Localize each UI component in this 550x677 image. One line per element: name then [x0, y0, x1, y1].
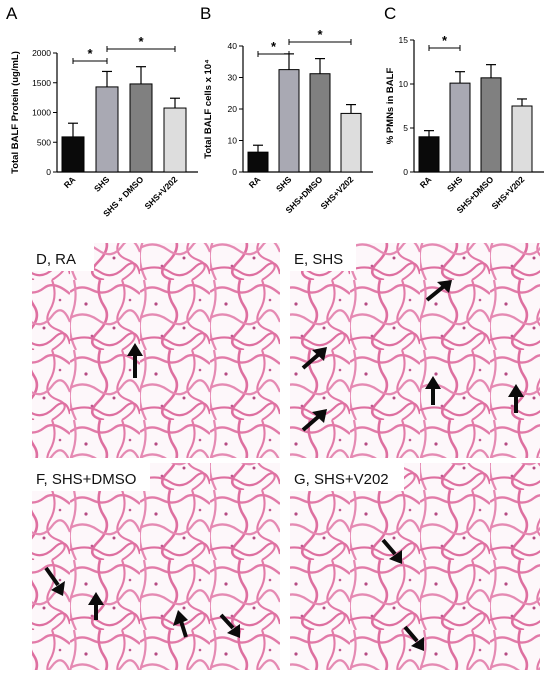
- bar: [278, 69, 300, 173]
- micrograph-e: E, SHS: [290, 243, 540, 458]
- micrograph-f: F, SHS+DMSO: [32, 463, 280, 670]
- y-tick-label: 15: [399, 35, 409, 45]
- micrograph-g: G, SHS+V202: [290, 463, 540, 670]
- arrow-icon: [301, 409, 327, 432]
- bar: [480, 77, 502, 173]
- y-tick-label: 2000: [32, 48, 51, 58]
- y-tick-label: 30: [228, 73, 238, 83]
- x-tick-label: RA: [418, 174, 434, 190]
- y-tick-label: 10: [399, 79, 409, 89]
- arrow-icon: [173, 610, 188, 638]
- y-tick-label: 500: [37, 137, 51, 147]
- micrograph-d: D, RA: [32, 243, 280, 458]
- micrograph-f-label: F, SHS+DMSO: [36, 471, 136, 488]
- arrow-icon: [403, 625, 424, 651]
- micrograph-f-image: [32, 463, 280, 670]
- x-tick-label: SHS: [274, 174, 294, 194]
- micrograph-d-label-bg: [32, 243, 94, 271]
- bar: [511, 105, 533, 173]
- bar: [340, 112, 362, 173]
- micrograph-d-label: D, RA: [36, 251, 76, 268]
- y-tick-label: 0: [403, 167, 408, 177]
- micrograph-d-image: [32, 243, 280, 458]
- arrow-icon: [301, 347, 327, 370]
- x-tick-label: SHS: [92, 174, 112, 194]
- arrow-icon: [425, 376, 441, 405]
- y-axis-label: Total BALF cells x 10⁴: [203, 59, 214, 159]
- y-tick-label: 0: [232, 167, 237, 177]
- x-tick-label: SHS+V202: [142, 174, 179, 211]
- micrograph-f-label-bg: [32, 463, 150, 491]
- y-tick-label: 1000: [32, 108, 51, 118]
- micrograph-e-label-bg: [290, 243, 356, 271]
- panel-b-letter: B: [200, 4, 211, 23]
- x-tick-label: SHS+V202: [318, 174, 355, 211]
- chart-a: 0 500 1000 1500 2000 Total BALF Protein (ug/m…: [10, 34, 198, 219]
- bar: [129, 83, 153, 173]
- bar: [163, 107, 187, 173]
- y-tick-label: 0: [46, 167, 51, 177]
- chart-b: 0 10 20 30 40 Total BALF cells x 10⁴ RA SHS SHS+…: [203, 27, 373, 215]
- y-axis-label: % PMNs in BALF: [385, 68, 396, 145]
- micrograph-e-image: [290, 243, 540, 458]
- arrow-icon: [381, 538, 402, 564]
- micrograph-e-label: E, SHS: [294, 251, 343, 268]
- y-axis-label: Total BALF Protein (ug/mL): [10, 51, 21, 174]
- arrow-icon: [127, 343, 143, 378]
- y-tick-label: 40: [228, 41, 238, 51]
- significance-star: *: [317, 27, 323, 42]
- panel-a-letter: A: [6, 4, 18, 23]
- arrow-icon: [425, 280, 452, 302]
- panel-c-letter: C: [384, 4, 396, 23]
- x-tick-label: RA: [247, 174, 263, 190]
- x-tick-label: SHS: [445, 174, 465, 194]
- y-tick-label: 20: [228, 104, 238, 114]
- arrow-icon: [508, 384, 524, 413]
- bar: [449, 82, 471, 173]
- bar: [61, 136, 85, 173]
- micrograph-g-image: [290, 463, 540, 670]
- bar: [418, 136, 440, 173]
- x-tick-label: SHS+V202: [489, 174, 526, 211]
- arrow-icon: [88, 592, 104, 620]
- micrograph-g-label: G, SHS+V202: [294, 471, 389, 488]
- arrow-icon: [219, 613, 240, 638]
- y-tick-label: 10: [228, 136, 238, 146]
- y-tick-label: 1500: [32, 78, 51, 88]
- bar: [247, 151, 269, 173]
- micrograph-g-label-bg: [290, 463, 404, 491]
- significance-star: *: [138, 34, 144, 49]
- significance-star: *: [271, 39, 277, 54]
- y-tick-label: 5: [403, 123, 408, 133]
- significance-star: *: [87, 46, 93, 61]
- bar: [95, 86, 119, 173]
- arrow-icon: [44, 566, 65, 596]
- bar: [309, 73, 331, 173]
- significance-star: *: [442, 33, 448, 48]
- x-tick-label: RA: [62, 174, 78, 190]
